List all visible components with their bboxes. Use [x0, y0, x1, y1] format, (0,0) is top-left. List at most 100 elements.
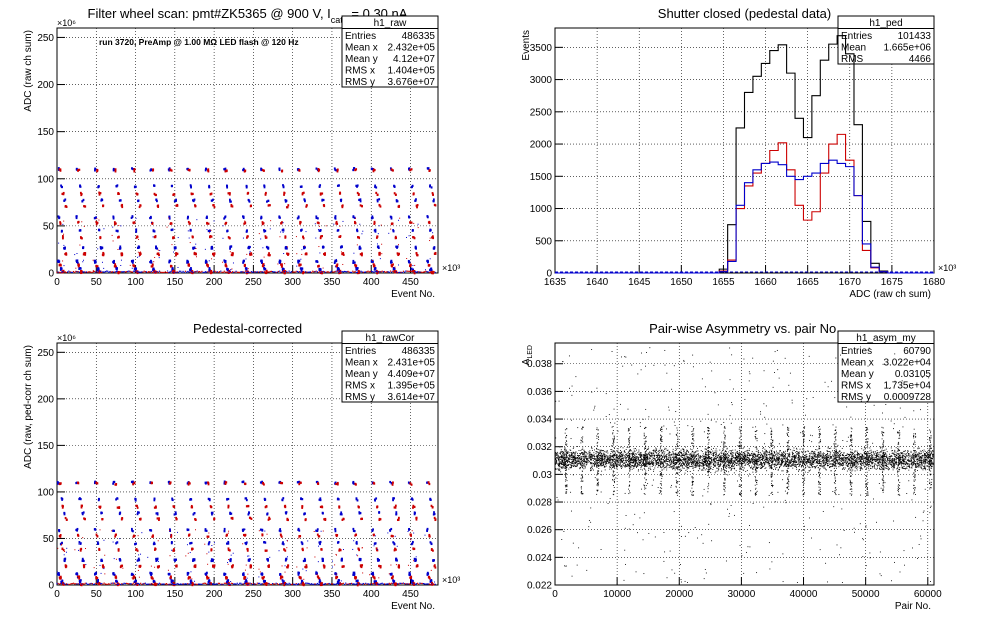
- data-point: [417, 565, 419, 567]
- data-point: [248, 511, 250, 513]
- x-tick-label: 150: [166, 277, 183, 288]
- data-point: [170, 169, 172, 171]
- data-point: [294, 584, 295, 585]
- x-tick-label: 1665: [797, 277, 820, 288]
- data-point: [411, 271, 412, 272]
- data-point: [209, 267, 211, 269]
- data-point: [93, 584, 94, 585]
- data-point: [134, 268, 136, 270]
- data-point: [80, 548, 82, 550]
- data-point: [336, 259, 337, 260]
- data-point: [227, 498, 229, 500]
- data-point: [429, 184, 431, 186]
- data-point: [169, 260, 171, 262]
- data-point: [415, 246, 417, 248]
- data-point: [157, 566, 159, 568]
- data-point: [259, 569, 260, 570]
- data-point: [153, 261, 154, 262]
- data-point: [205, 249, 206, 250]
- data-point: [98, 548, 100, 550]
- data-point: [239, 583, 240, 584]
- data-point: [390, 574, 392, 576]
- data-point: [354, 576, 356, 578]
- data-point: [168, 272, 169, 273]
- data-point: [330, 271, 331, 272]
- data-point: [83, 199, 85, 201]
- data-point: [378, 511, 380, 513]
- data-point: [372, 530, 374, 532]
- data-point: [254, 271, 255, 272]
- data-point: [170, 223, 172, 225]
- data-point: [337, 263, 339, 265]
- y-tick-label: 250: [37, 348, 54, 359]
- data-point: [324, 583, 325, 584]
- data-point: [872, 456, 873, 457]
- y-tick-label: 0.03: [533, 470, 553, 481]
- data-point: [201, 584, 202, 585]
- stats-row-value: 1.395e+05: [387, 381, 435, 392]
- x-axis-title: ADC (raw ch sum): [849, 289, 931, 300]
- data-point: [301, 254, 302, 255]
- data-point: [376, 235, 378, 237]
- data-point: [381, 225, 382, 226]
- data-point: [924, 467, 925, 468]
- data-point: [79, 229, 81, 231]
- data-point: [214, 253, 216, 255]
- data-point: [178, 583, 179, 584]
- data-point: [116, 271, 117, 272]
- data-point: [410, 584, 411, 585]
- data-point: [286, 518, 288, 520]
- data-point: [300, 259, 301, 260]
- data-point: [230, 245, 232, 247]
- data-point: [102, 271, 103, 272]
- stats-row-value: 3.614e+07: [387, 392, 435, 403]
- data-point: [153, 236, 154, 237]
- data-point: [138, 554, 139, 555]
- data-point: [199, 584, 200, 585]
- data-point: [190, 552, 191, 553]
- data-point: [298, 538, 299, 539]
- data-point: [306, 271, 307, 272]
- data-point: [422, 272, 423, 273]
- data-point: [206, 222, 208, 224]
- data-point: [865, 464, 866, 465]
- data-point: [119, 538, 120, 539]
- data-point: [187, 528, 189, 530]
- data-point: [260, 238, 261, 239]
- data-point: [194, 584, 195, 585]
- data-point: [226, 186, 228, 188]
- data-point: [556, 461, 557, 462]
- data-point: [210, 549, 212, 551]
- data-point: [231, 555, 232, 556]
- data-point: [412, 229, 414, 231]
- data-point: [398, 205, 400, 207]
- data-point: [310, 271, 311, 272]
- data-point: [267, 271, 268, 272]
- data-point: [230, 560, 232, 562]
- stats-row-value: 4466: [909, 54, 932, 65]
- data-point: [788, 456, 789, 457]
- data-point: [737, 463, 738, 464]
- data-point: [140, 554, 141, 555]
- data-point: [763, 452, 764, 453]
- data-point: [126, 583, 127, 584]
- data-point: [139, 577, 140, 578]
- data-point: [243, 576, 245, 578]
- data-point: [246, 272, 247, 273]
- data-point: [132, 481, 134, 483]
- data-point: [682, 467, 683, 468]
- data-point: [713, 460, 714, 461]
- data-point: [371, 168, 373, 170]
- data-point: [374, 229, 376, 231]
- data-point: [76, 217, 78, 219]
- data-point: [877, 460, 878, 461]
- data-point: [221, 272, 222, 273]
- data-point: [138, 239, 139, 240]
- data-point: [214, 221, 215, 222]
- data-point: [356, 272, 357, 273]
- data-point: [79, 583, 80, 584]
- stats-row-value: 4.12e+07: [393, 54, 435, 65]
- data-point: [901, 459, 902, 460]
- data-point: [242, 481, 244, 483]
- data-point: [259, 233, 260, 234]
